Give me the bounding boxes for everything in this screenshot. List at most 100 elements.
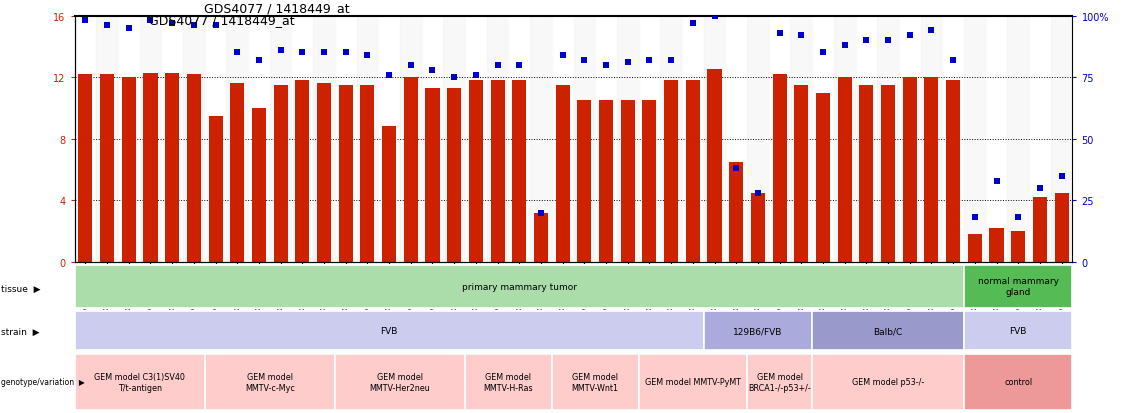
Bar bbox=[686, 81, 700, 262]
Point bbox=[532, 210, 551, 216]
Bar bbox=[552, 354, 639, 410]
Point bbox=[662, 57, 680, 64]
Bar bbox=[773, 75, 787, 262]
Point bbox=[793, 33, 811, 40]
Bar bbox=[574, 17, 595, 262]
Bar bbox=[747, 354, 812, 410]
Text: GDS4077 / 1418449_at: GDS4077 / 1418449_at bbox=[204, 2, 350, 15]
Point bbox=[727, 166, 746, 172]
Bar bbox=[1012, 231, 1025, 262]
Bar bbox=[877, 17, 899, 262]
Bar bbox=[335, 17, 357, 262]
Bar bbox=[530, 17, 552, 262]
Bar bbox=[122, 78, 135, 262]
Bar bbox=[274, 85, 288, 262]
Bar bbox=[140, 17, 162, 262]
Bar bbox=[924, 78, 938, 262]
Point bbox=[272, 47, 290, 54]
Bar bbox=[577, 101, 592, 262]
Bar bbox=[422, 17, 444, 262]
Bar bbox=[790, 17, 812, 262]
Bar bbox=[75, 265, 963, 308]
Text: GEM model MMTV-PyMT: GEM model MMTV-PyMT bbox=[645, 377, 741, 387]
Bar bbox=[513, 81, 526, 262]
Point bbox=[749, 190, 767, 197]
Bar bbox=[486, 17, 508, 262]
Bar bbox=[465, 17, 486, 262]
Text: GDS4077 / 1418449_at: GDS4077 / 1418449_at bbox=[149, 14, 295, 27]
Bar bbox=[725, 17, 747, 262]
Bar bbox=[812, 354, 963, 410]
Point bbox=[489, 62, 507, 69]
Point bbox=[76, 18, 94, 25]
Point bbox=[228, 50, 247, 57]
Bar bbox=[943, 17, 963, 262]
Text: 129B6/FVB: 129B6/FVB bbox=[733, 326, 782, 335]
Text: GEM model
MMTV-c-Myc: GEM model MMTV-c-Myc bbox=[244, 372, 295, 392]
Bar bbox=[291, 17, 313, 262]
Bar bbox=[360, 85, 374, 262]
Bar bbox=[899, 17, 921, 262]
Bar bbox=[794, 85, 809, 262]
Point bbox=[358, 52, 376, 59]
Bar bbox=[812, 17, 834, 262]
Point bbox=[119, 26, 138, 32]
Bar bbox=[248, 17, 270, 262]
Bar bbox=[963, 265, 1072, 308]
Bar bbox=[617, 17, 639, 262]
Bar bbox=[968, 235, 982, 262]
Point bbox=[1053, 173, 1071, 180]
Bar bbox=[295, 81, 310, 262]
Bar bbox=[335, 354, 465, 410]
Bar bbox=[226, 17, 248, 262]
Point bbox=[294, 50, 312, 57]
Point bbox=[596, 62, 615, 69]
Bar bbox=[963, 311, 1072, 350]
Bar bbox=[508, 17, 530, 262]
Bar bbox=[1007, 17, 1029, 262]
Bar bbox=[747, 17, 768, 262]
Bar bbox=[621, 101, 634, 262]
Bar bbox=[379, 17, 400, 262]
Bar bbox=[209, 116, 223, 262]
Bar bbox=[400, 17, 422, 262]
Bar bbox=[963, 354, 1072, 410]
Text: GEM model
MMTV-H-Ras: GEM model MMTV-H-Ras bbox=[484, 372, 533, 392]
Point bbox=[185, 23, 203, 30]
Bar bbox=[426, 89, 439, 262]
Bar bbox=[664, 81, 678, 262]
Point bbox=[445, 75, 463, 81]
Bar bbox=[682, 17, 703, 262]
Point bbox=[314, 50, 334, 57]
Point bbox=[835, 43, 853, 49]
Point bbox=[922, 28, 941, 35]
Text: FVB: FVB bbox=[381, 326, 398, 335]
Bar bbox=[816, 93, 830, 262]
Bar bbox=[595, 17, 617, 262]
Point bbox=[250, 57, 268, 64]
Bar bbox=[963, 17, 985, 262]
Text: GEM model
MMTV-Wnt1: GEM model MMTV-Wnt1 bbox=[571, 372, 618, 392]
Bar bbox=[162, 17, 184, 262]
Bar bbox=[639, 354, 747, 410]
Bar bbox=[75, 17, 96, 262]
Bar bbox=[642, 101, 656, 262]
Bar bbox=[143, 74, 157, 262]
Bar bbox=[231, 84, 244, 262]
Bar bbox=[834, 17, 856, 262]
Bar bbox=[100, 75, 115, 262]
Point bbox=[684, 21, 702, 27]
Point bbox=[510, 62, 529, 69]
Bar bbox=[751, 193, 765, 262]
Bar bbox=[1032, 198, 1047, 262]
Bar bbox=[1051, 17, 1072, 262]
Text: primary mammary tumor: primary mammary tumor bbox=[462, 282, 577, 291]
Point bbox=[857, 38, 875, 44]
Bar bbox=[75, 354, 204, 410]
Text: GEM model
BRCA1-/-p53+/-: GEM model BRCA1-/-p53+/- bbox=[748, 372, 811, 392]
Point bbox=[97, 23, 116, 30]
Bar bbox=[187, 75, 201, 262]
Bar bbox=[184, 17, 204, 262]
Point bbox=[1031, 185, 1050, 192]
Point bbox=[966, 215, 984, 221]
